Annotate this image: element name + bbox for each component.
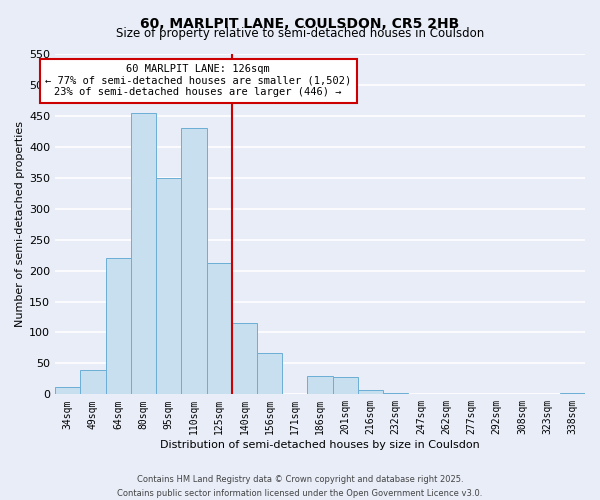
- X-axis label: Distribution of semi-detached houses by size in Coulsdon: Distribution of semi-detached houses by …: [160, 440, 480, 450]
- Text: Contains HM Land Registry data © Crown copyright and database right 2025.
Contai: Contains HM Land Registry data © Crown c…: [118, 476, 482, 498]
- Bar: [383, 393, 409, 394]
- Bar: [55, 387, 80, 394]
- Bar: [232, 323, 257, 394]
- Text: Size of property relative to semi-detached houses in Coulsdon: Size of property relative to semi-detach…: [116, 28, 484, 40]
- Bar: [156, 178, 181, 394]
- Bar: [80, 370, 106, 394]
- Text: 60, MARLPIT LANE, COULSDON, CR5 2HB: 60, MARLPIT LANE, COULSDON, CR5 2HB: [140, 18, 460, 32]
- Bar: [206, 262, 232, 394]
- Bar: [181, 128, 206, 394]
- Bar: [131, 113, 156, 394]
- Bar: [560, 393, 585, 394]
- Bar: [257, 353, 282, 395]
- Y-axis label: Number of semi-detached properties: Number of semi-detached properties: [15, 121, 25, 327]
- Bar: [106, 258, 131, 394]
- Bar: [358, 390, 383, 394]
- Bar: [332, 377, 358, 394]
- Text: 60 MARLPIT LANE: 126sqm
← 77% of semi-detached houses are smaller (1,502)
23% of: 60 MARLPIT LANE: 126sqm ← 77% of semi-de…: [45, 64, 352, 98]
- Bar: [307, 376, 332, 394]
